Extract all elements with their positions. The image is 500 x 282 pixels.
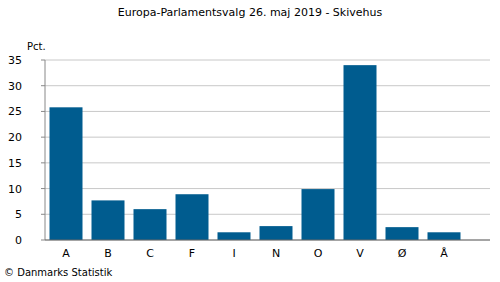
category-label: O xyxy=(314,247,323,260)
tick-label: 0 xyxy=(15,234,22,247)
bar xyxy=(134,209,167,240)
source: © Danmarks Statistik xyxy=(4,267,113,278)
tick-mark xyxy=(41,85,45,86)
bar xyxy=(302,189,335,240)
category-label: I xyxy=(232,247,235,260)
tick-label: 20 xyxy=(8,131,22,144)
category-label: Ø xyxy=(398,247,407,260)
bar xyxy=(218,232,251,240)
grid-line xyxy=(45,111,490,112)
category-label: V xyxy=(356,247,364,260)
tick-mark xyxy=(41,188,45,189)
tick-label: 35 xyxy=(8,54,22,67)
grid-line xyxy=(45,188,490,189)
bar xyxy=(50,107,83,240)
grid-line xyxy=(45,137,490,138)
tick-mark xyxy=(41,60,45,61)
tick-mark xyxy=(41,214,45,215)
tick-label: 15 xyxy=(8,157,22,170)
grid-line xyxy=(45,240,490,241)
bar xyxy=(92,200,125,240)
category-label: F xyxy=(189,247,195,260)
y-axis-label: Pct. xyxy=(27,41,46,52)
title: Europa-Parlamentsvalg 26. maj 2019 - Ski… xyxy=(118,6,383,19)
tick-label: 30 xyxy=(8,80,22,93)
tick-label: 10 xyxy=(8,183,22,196)
tick-mark xyxy=(41,137,45,138)
grid-line xyxy=(45,162,490,163)
tick-label: 5 xyxy=(15,208,22,221)
bar xyxy=(386,227,419,240)
category-label: C xyxy=(146,247,154,260)
tick-mark xyxy=(41,111,45,112)
chart-svg: Europa-Parlamentsvalg 26. maj 2019 - Ski… xyxy=(0,0,500,282)
bars xyxy=(50,65,461,240)
x-axis xyxy=(45,240,490,241)
bar xyxy=(344,65,377,240)
chart-container: Europa-Parlamentsvalg 26. maj 2019 - Ski… xyxy=(0,0,500,282)
tick-mark xyxy=(41,240,45,241)
grid-line xyxy=(45,85,490,86)
category-label: B xyxy=(104,247,112,260)
category-label: Å xyxy=(440,247,448,260)
category-label: N xyxy=(272,247,280,260)
grid-line xyxy=(45,60,490,61)
bar xyxy=(176,194,209,240)
bar xyxy=(428,232,461,240)
y-axis xyxy=(45,60,46,240)
tick-mark xyxy=(41,162,45,163)
bar xyxy=(260,226,293,240)
tick-label: 25 xyxy=(8,105,22,118)
category-label: A xyxy=(62,247,70,260)
